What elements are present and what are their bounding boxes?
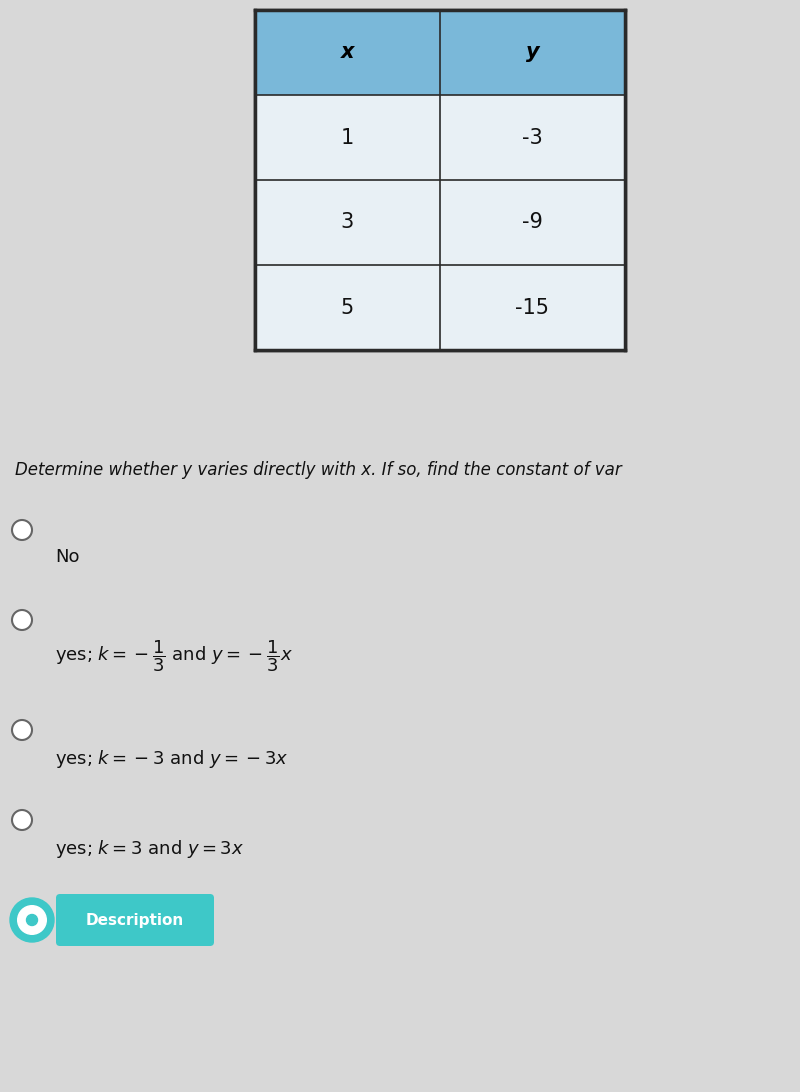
- Text: yes; $k = 3$ and $y = 3x$: yes; $k = 3$ and $y = 3x$: [55, 838, 244, 860]
- Circle shape: [12, 720, 32, 740]
- Circle shape: [12, 610, 32, 630]
- Text: -3: -3: [522, 128, 543, 147]
- Text: yes; $k = -3$ and $y = -3x$: yes; $k = -3$ and $y = -3x$: [55, 748, 288, 770]
- Text: y: y: [526, 43, 539, 62]
- Text: -9: -9: [522, 213, 543, 233]
- Text: Description: Description: [86, 913, 184, 927]
- Text: Determine whether y varies directly with x. If so, find the constant of var: Determine whether y varies directly with…: [15, 461, 622, 479]
- Bar: [255, 265, 625, 351]
- Text: 1: 1: [341, 128, 354, 147]
- Circle shape: [12, 810, 32, 830]
- Text: x: x: [341, 43, 354, 62]
- Text: -15: -15: [515, 297, 550, 318]
- Text: yes; $k = -\dfrac{1}{3}$ and $y = -\dfrac{1}{3}x$: yes; $k = -\dfrac{1}{3}$ and $y = -\dfra…: [55, 638, 293, 674]
- Circle shape: [12, 520, 32, 541]
- Circle shape: [18, 905, 46, 935]
- Circle shape: [10, 898, 54, 942]
- Bar: [255, 180, 625, 265]
- Bar: [255, 10, 625, 95]
- Text: 3: 3: [341, 213, 354, 233]
- Bar: [255, 95, 625, 180]
- Text: No: No: [55, 548, 79, 566]
- Text: 5: 5: [341, 297, 354, 318]
- Circle shape: [26, 914, 38, 926]
- Bar: [255, 10, 625, 351]
- FancyBboxPatch shape: [56, 894, 214, 946]
